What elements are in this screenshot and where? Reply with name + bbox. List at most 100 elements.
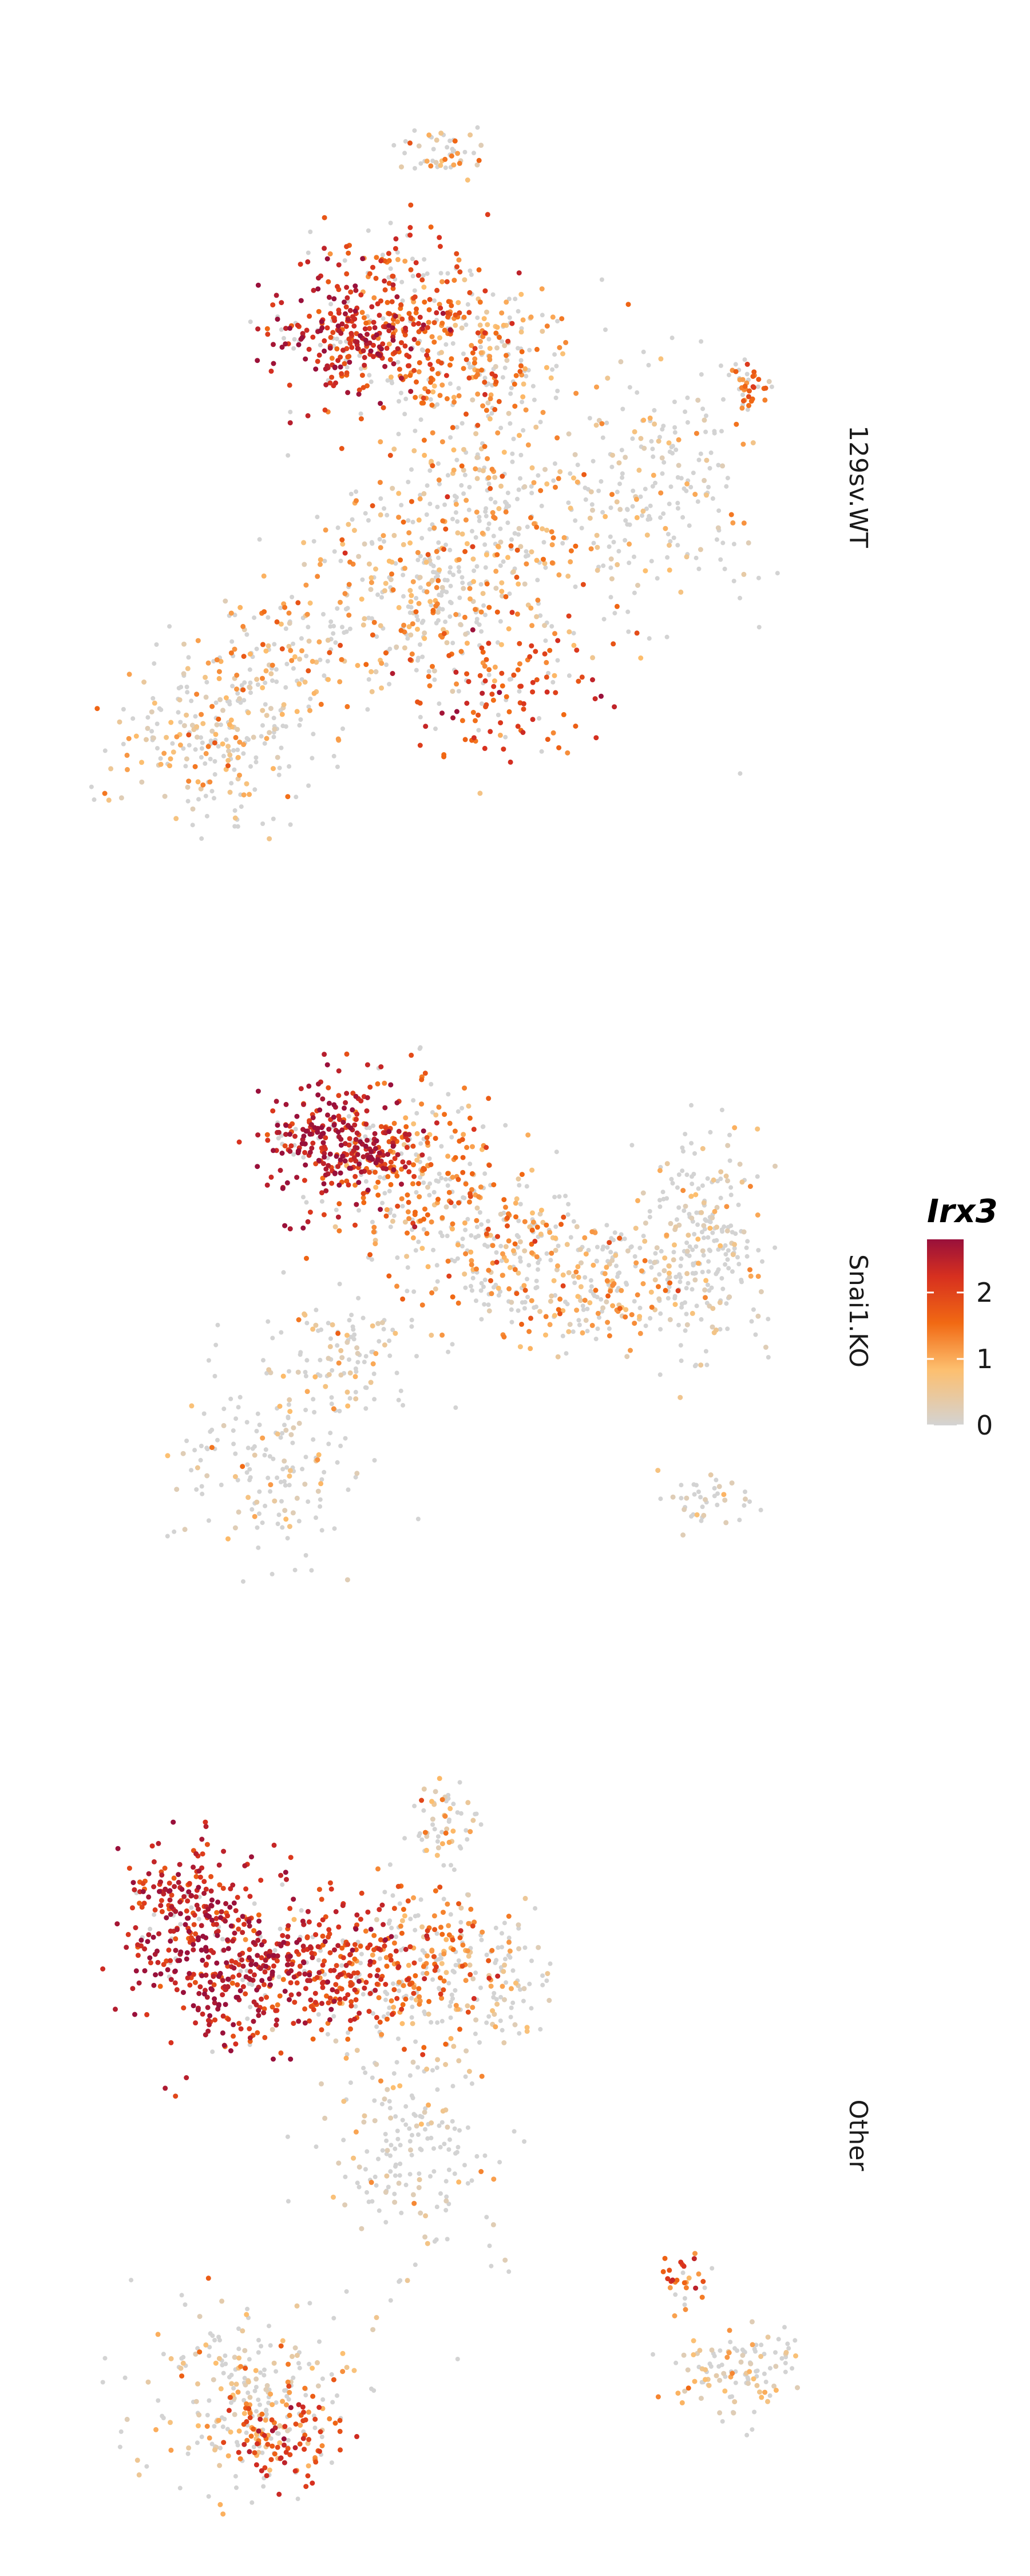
cell-point [492, 664, 498, 670]
cell-point [217, 2338, 222, 2343]
cell-point [369, 580, 374, 586]
cell-point [311, 1397, 316, 1402]
cell-point [661, 460, 667, 465]
cell-point [481, 316, 487, 322]
cell-point [708, 1219, 713, 1224]
cell-point [370, 2075, 375, 2080]
cell-point [356, 2184, 362, 2190]
cell-point [386, 328, 392, 334]
cell-point [337, 2417, 343, 2423]
cell-point [379, 2032, 385, 2037]
cell-point [253, 2385, 259, 2389]
cell-point [536, 1261, 541, 1265]
cell-point [776, 2337, 781, 2342]
cell-point [485, 1226, 491, 1232]
cell-point [679, 2400, 685, 2405]
cell-point [419, 2147, 424, 2152]
cell-point [205, 2275, 211, 2281]
cell-point [705, 1176, 710, 1181]
cell-point [478, 350, 484, 355]
cell-point [275, 1431, 280, 1437]
cell-point [443, 2208, 449, 2212]
cell-point [409, 1052, 414, 1058]
cell-point [391, 1167, 397, 1172]
cell-point [635, 583, 640, 588]
cell-point [695, 397, 701, 403]
cell-point [625, 522, 630, 527]
cell-point [484, 1145, 489, 1150]
cell-point [396, 1980, 402, 1985]
cell-point [312, 1374, 318, 1380]
cell-point [560, 351, 565, 357]
cell-point [402, 343, 408, 349]
cell-point [691, 1512, 696, 1517]
cell-point [522, 1945, 528, 1950]
cell-point [419, 620, 425, 625]
cell-point [396, 1397, 401, 1402]
cell-point [399, 164, 404, 170]
cell-point [500, 339, 505, 344]
cell-point [260, 685, 266, 690]
cell-point [667, 543, 672, 548]
cell-point [139, 760, 144, 765]
cell-point [108, 766, 114, 772]
cell-point [698, 1362, 704, 1368]
cell-point [516, 1270, 521, 1276]
cell-point [182, 1527, 188, 1532]
cell-point [542, 560, 548, 566]
cell-point [266, 1319, 271, 1324]
cell-point [719, 1276, 724, 1281]
cell-point [512, 2129, 517, 2134]
cell-point [287, 1906, 293, 1911]
cell-point [595, 567, 600, 573]
cell-point [492, 406, 498, 412]
cell-point [413, 310, 419, 315]
cell-point [664, 1232, 670, 1238]
cell-point [464, 671, 470, 677]
cell-point [740, 441, 746, 447]
cell-point [496, 398, 502, 404]
cell-point [139, 1905, 145, 1910]
cell-point [291, 1425, 296, 1431]
cell-point [450, 2084, 455, 2089]
cell-point [288, 647, 294, 653]
cell-point [689, 1141, 694, 1146]
cell-point [331, 2194, 336, 2200]
cell-point [447, 362, 453, 368]
cell-point [213, 1342, 219, 1348]
cell-point [715, 1503, 720, 1507]
cell-point [459, 1963, 465, 1969]
cell-point [607, 1240, 612, 1246]
cell-point [276, 1974, 282, 1980]
cell-point [241, 654, 247, 659]
cell-point [232, 2354, 237, 2360]
cell-point [680, 1532, 686, 1538]
cell-point [243, 2365, 248, 2371]
cell-point [747, 1499, 752, 1504]
cell-point [275, 2002, 280, 2008]
cell-point [453, 510, 458, 515]
cell-point [656, 1296, 662, 1302]
cell-point [388, 577, 394, 582]
cell-point [168, 720, 174, 725]
cell-point [378, 623, 383, 629]
cell-point [512, 381, 517, 387]
cell-point [675, 475, 680, 480]
cell-point [231, 2033, 236, 2039]
cell-point [338, 339, 343, 345]
cell-point [436, 1104, 442, 1110]
cell-point [478, 2169, 484, 2174]
cell-point [617, 507, 623, 512]
cell-point [459, 421, 465, 426]
cell-point [512, 404, 518, 409]
cell-point [443, 2062, 449, 2067]
cell-point [279, 345, 285, 350]
cell-point [706, 1269, 711, 1274]
cell-point [726, 2350, 732, 2356]
cell-point [326, 1085, 331, 1091]
cell-point [399, 2210, 404, 2215]
cell-point [766, 1355, 771, 1360]
cell-point [773, 2388, 779, 2393]
cell-point [382, 287, 388, 293]
cell-point [253, 755, 259, 760]
